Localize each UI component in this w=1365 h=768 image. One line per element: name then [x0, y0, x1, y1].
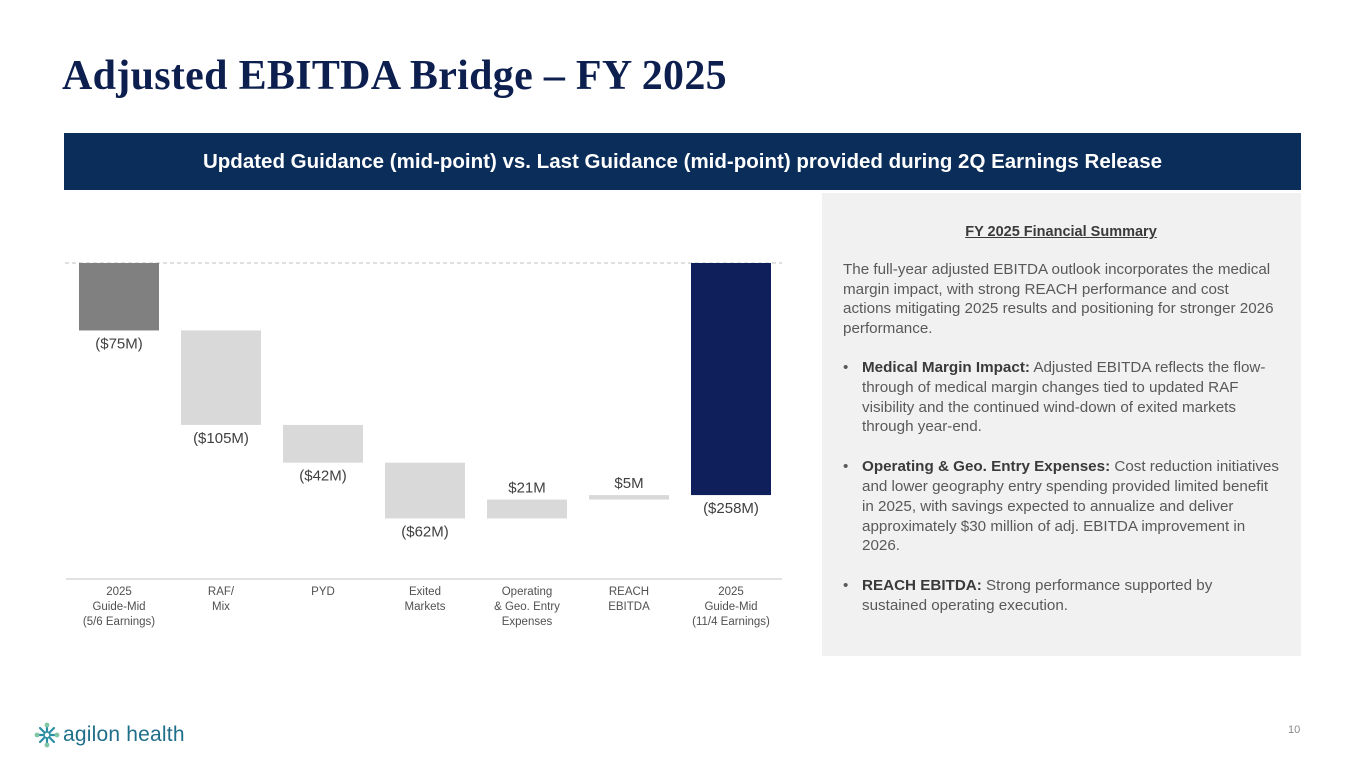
bullet-title: Operating & Geo. Entry Expenses:	[862, 458, 1111, 476]
summary-heading: FY 2025 Financial Summary	[965, 224, 1157, 240]
summary-bullets: Medical Margin Impact: Adjusted EBITDA r…	[843, 358, 1279, 616]
waterfall-bar	[283, 424, 363, 463]
summary-intro: The full-year adjusted EBITDA outlook in…	[843, 260, 1274, 338]
bullet-text: Strong performance supported by sustaine…	[862, 577, 1213, 614]
category-label: Exited Markets	[405, 586, 446, 613]
bar-value-label: ($75M)	[95, 335, 143, 352]
guidance-banner: Updated Guidance (mid-point) vs. Last Gu…	[64, 133, 1301, 190]
bullet-title: Medical Margin Impact:	[862, 358, 1030, 376]
waterfall-bar	[691, 263, 771, 496]
summary-bullet: Operating & Geo. Entry Expenses: Cost re…	[843, 457, 1279, 556]
summary-bullet: REACH EBITDA: Strong performance support…	[843, 576, 1279, 616]
bullet-text: Cost reduction initiatives and lower geo…	[862, 458, 1279, 555]
category-label: 2025 Guide-Mid (5/6 Earnings)	[83, 586, 155, 628]
financial-summary-panel: FY 2025 Financial Summary The full-year …	[822, 193, 1301, 656]
category-label: RAF/Mix	[208, 586, 235, 613]
waterfall-bar	[385, 462, 465, 519]
bar-value-label: ($105M)	[193, 430, 249, 447]
bar-value-label: ($42M)	[299, 468, 347, 485]
category-label: Operating & Geo. Entry Expenses	[494, 586, 560, 628]
bar-value-label: ($258M)	[703, 500, 759, 517]
waterfall-bar	[487, 499, 567, 519]
waterfall-bar	[181, 330, 261, 425]
category-label: REACH EBITDA	[608, 586, 650, 613]
ebitda-bridge-chart: ($75M) 2025 Guide-Mid (5/6 Earnings) ($105M)…	[65, 262, 782, 628]
waterfall-bar	[589, 495, 669, 500]
summary-bullet: Medical Margin Impact: Adjusted EBITDA r…	[843, 358, 1279, 437]
bar-value-label: ($62M)	[401, 523, 449, 540]
company-logo: agilon health	[34, 722, 185, 748]
waterfall-bar	[79, 263, 159, 331]
bullet-title: REACH EBITDA:	[862, 577, 982, 595]
bullet-text: Adjusted EBITDA reflects the flow-throug…	[862, 358, 1266, 436]
banner-text: Updated Guidance (mid-point) vs. Last Gu…	[202, 149, 1163, 173]
logo-text: agilon health	[63, 723, 185, 746]
bar-value-label: $21M	[508, 480, 546, 497]
page-title: Adjusted EBITDA Bridge – FY 2025	[62, 53, 727, 99]
bar-value-label: $5M	[614, 475, 643, 492]
page-number: 10	[1288, 724, 1301, 736]
agilon-logo-icon	[34, 722, 60, 748]
category-label: PYD	[311, 586, 335, 598]
category-label: 2025 Guide-Mid (11/4 Earnings)	[692, 586, 770, 628]
